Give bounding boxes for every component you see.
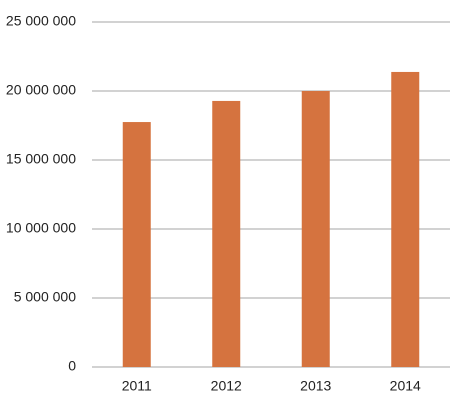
x-tick-label: 2014 — [390, 378, 421, 394]
y-tick-label: 25 000 000 — [6, 13, 76, 29]
bar — [212, 100, 241, 367]
bar — [301, 91, 330, 367]
x-tick-label: 2013 — [300, 378, 331, 394]
y-tick-label: 15 000 000 — [6, 151, 76, 167]
y-tick-label: 20 000 000 — [6, 82, 76, 98]
y-tick-label: 10 000 000 — [6, 220, 76, 236]
x-tick-label: 2012 — [211, 378, 242, 394]
bar — [391, 71, 420, 368]
y-tick-label: 5 000 000 — [14, 289, 76, 305]
bar — [122, 122, 151, 367]
x-tick-label: 2011 — [122, 378, 152, 394]
y-tick-label: 0 — [68, 358, 76, 374]
